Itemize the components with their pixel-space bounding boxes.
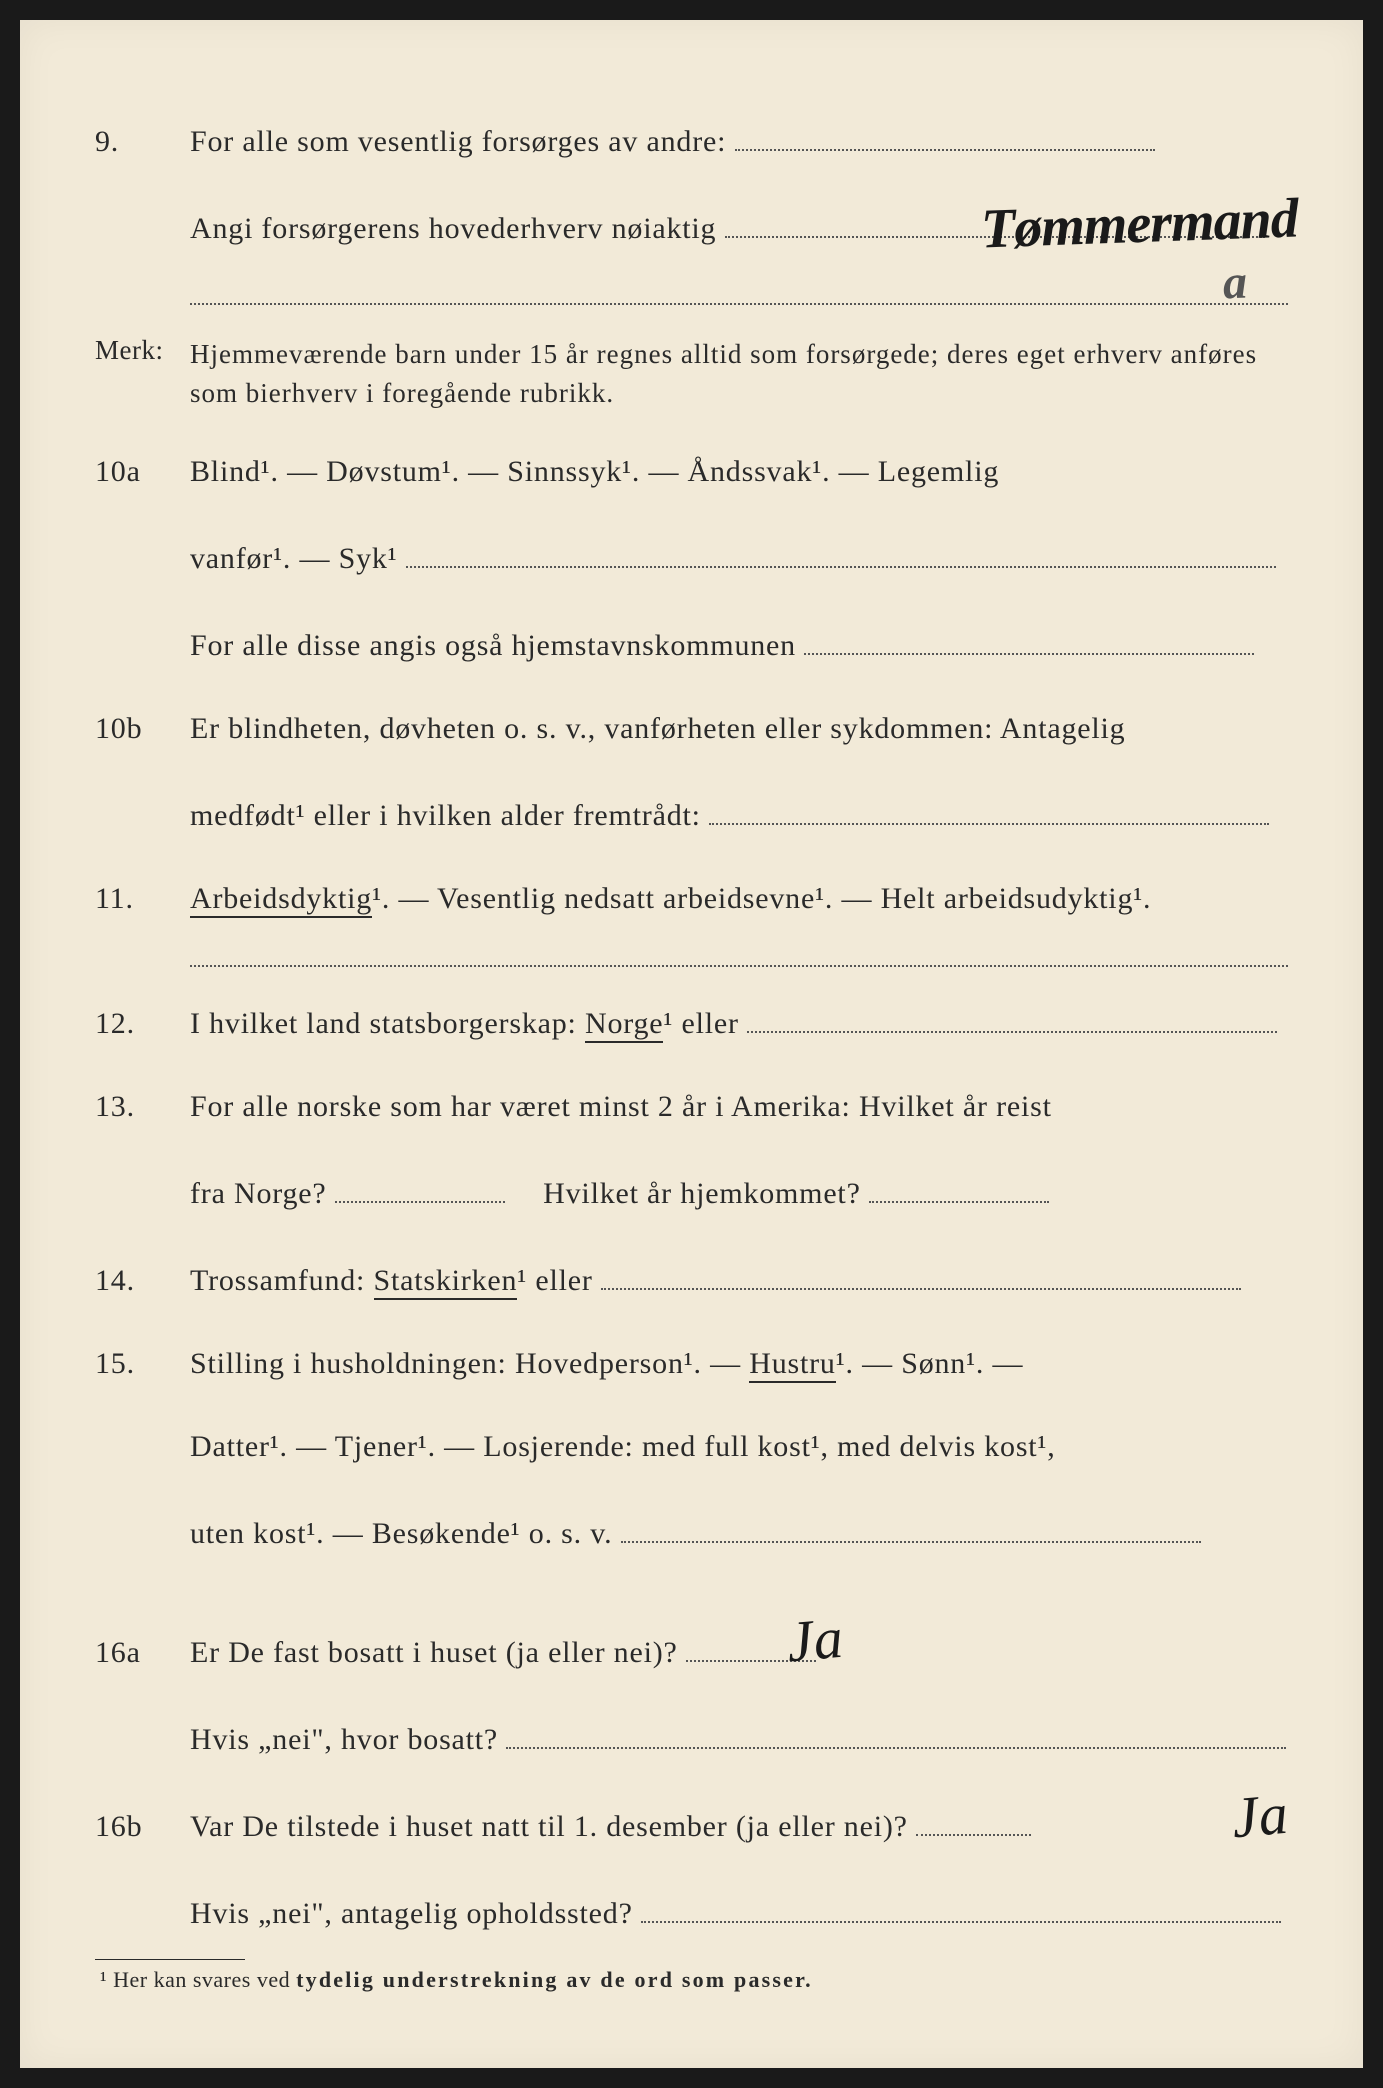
q16a-number: 16a (95, 1630, 190, 1675)
q10b-text2: medfødt¹ eller i hvilken alder fremtrådt… (190, 799, 701, 832)
q16b-content2: Hvis „nei", antagelig opholdssted? (190, 1887, 1288, 1936)
q10a-line2: vanfør¹. — Syk¹ (95, 532, 1288, 581)
q16a-text1: Er De fast bosatt i huset (ja eller nei)… (190, 1636, 686, 1669)
q16a-content1: Er De fast bosatt i huset (ja eller nei)… (190, 1626, 1288, 1675)
merk-text: Hjemmeværende barn under 15 år regnes al… (190, 335, 1288, 413)
q9-text2: Angi forsørgerens hovederhverv nøiaktig (190, 212, 716, 245)
q12-number: 12. (95, 1001, 190, 1046)
q16a-content2: Hvis „nei", hvor bosatt? (190, 1713, 1288, 1762)
q10b-number: 10b (95, 706, 190, 751)
q15-blank (621, 1507, 1201, 1543)
merk-label: Merk: (95, 335, 190, 413)
q16b-text2: Hvis „nei", antagelig opholdssted? (190, 1897, 633, 1930)
q15-line3: uten kost¹. — Besøkende¹ o. s. v. (95, 1507, 1288, 1556)
q16a-text2: Hvis „nei", hvor bosatt? (190, 1723, 498, 1756)
q10a-content3: For alle disse angis også hjemstavnskomm… (190, 619, 1288, 668)
q12-text-b: ¹ eller (663, 1007, 738, 1040)
q11-content: Arbeidsdyktig¹. — Vesentlig nedsatt arbe… (190, 876, 1288, 921)
q16b-handwritten-answer: Ja (1228, 1770, 1292, 1862)
q10a-text1: Blind¹. — Døvstum¹. — Sinnssyk¹. — Åndss… (190, 449, 1288, 494)
q9-blank1 (735, 115, 1155, 151)
q16a-line2: Hvis „nei", hvor bosatt? (95, 1713, 1288, 1762)
q11-line: 11. Arbeidsdyktig¹. — Vesentlig nedsatt … (95, 876, 1288, 921)
q10b-blank (709, 789, 1269, 825)
q15-number: 15. (95, 1341, 190, 1386)
q12-blank (747, 997, 1277, 1033)
q14-line: 14. Trossamfund: Statskirken¹ eller (95, 1254, 1288, 1303)
q16a-handwritten-answer: Ja (783, 1594, 847, 1686)
census-form-page: 9. For alle som vesentlig forsørges av a… (20, 20, 1363, 2068)
q13-line2: fra Norge? Hvilket år hjemkommet? (95, 1167, 1288, 1216)
q9-rule (190, 303, 1288, 305)
q16b-line1: 16b Var De tilstede i huset natt til 1. … (95, 1800, 1288, 1849)
q9-line1: 9. For alle som vesentlig forsørges av a… (95, 115, 1288, 164)
q14-blank (601, 1254, 1241, 1290)
q10b-line1: 10b Er blindheten, døvheten o. s. v., va… (95, 706, 1288, 751)
q9-content1: For alle som vesentlig forsørges av andr… (190, 115, 1288, 164)
q10a-text3: For alle disse angis også hjemstavnskomm… (190, 629, 796, 662)
q9-line2: Angi forsørgerens hovederhverv nøiaktig … (95, 202, 1288, 251)
q16b-line2: Hvis „nei", antagelig opholdssted? (95, 1887, 1288, 1936)
q10a-blank2 (804, 619, 1254, 655)
q14-content: Trossamfund: Statskirken¹ eller (190, 1254, 1288, 1303)
q15-text1a: Stilling i husholdningen: Hovedperson¹. … (190, 1347, 749, 1380)
q16b-text1: Var De tilstede i huset natt til 1. dese… (190, 1810, 908, 1843)
q16a-blank2 (506, 1713, 1286, 1749)
q9-content2: Angi forsørgerens hovederhverv nøiaktig … (190, 202, 1288, 251)
q13-blank2 (869, 1167, 1049, 1203)
q12-line: 12. I hvilket land statsborgerskap: Norg… (95, 997, 1288, 1046)
q11-number: 11. (95, 876, 190, 921)
q11-rest: ¹. — Vesentlig nedsatt arbeidsevne¹. — H… (372, 882, 1151, 915)
q10b-content2: medfødt¹ eller i hvilken alder fremtrådt… (190, 789, 1288, 838)
q14-text-b: ¹ eller (517, 1264, 592, 1297)
q10a-content2: vanfør¹. — Syk¹ (190, 532, 1288, 581)
q9-handwritten-mark: a (1222, 247, 1249, 320)
q12-text-a: I hvilket land statsborgerskap: (190, 1007, 585, 1040)
q16b-blank1 (916, 1800, 1031, 1836)
q13-blank1 (335, 1167, 505, 1203)
q11-selected-option: Arbeidsdyktig (190, 882, 372, 918)
q16b-number: 16b (95, 1804, 190, 1849)
q13-text2b: Hvilket år hjemkommet? (543, 1177, 861, 1210)
q15-selected-option: Hustru (749, 1347, 835, 1383)
q15-text2: Datter¹. — Tjener¹. — Losjerende: med fu… (190, 1424, 1288, 1469)
q13-line1: 13. For alle norske som har været minst … (95, 1084, 1288, 1129)
q9-handwritten-answer: Tømmermand (980, 176, 1299, 271)
q10b-text1: Er blindheten, døvheten o. s. v., vanfør… (190, 706, 1288, 751)
q14-selected-option: Statskirken (374, 1264, 518, 1300)
footnote-text-a: Her kan svares ved (113, 1967, 296, 1992)
footnote-marker: ¹ (100, 1967, 107, 1992)
q15-text1b: ¹. — Sønn¹. — (836, 1347, 1024, 1380)
q11-rule (190, 965, 1288, 967)
q16a-line1: 16a Er De fast bosatt i huset (ja eller … (95, 1626, 1288, 1675)
q14-number: 14. (95, 1258, 190, 1303)
merk-block: Merk: Hjemmeværende barn under 15 år reg… (95, 335, 1288, 413)
q15-line2: Datter¹. — Tjener¹. — Losjerende: med fu… (95, 1424, 1288, 1469)
q16b-blank2 (641, 1887, 1281, 1923)
q15-content1: Stilling i husholdningen: Hovedperson¹. … (190, 1341, 1288, 1386)
q15-line1: 15. Stilling i husholdningen: Hovedperso… (95, 1341, 1288, 1386)
q15-content3: uten kost¹. — Besøkende¹ o. s. v. (190, 1507, 1288, 1556)
q14-text-a: Trossamfund: (190, 1264, 374, 1297)
footnote-text-b: tydelig understrekning av de ord som pas… (296, 1967, 813, 1992)
q9-text1: For alle som vesentlig forsørges av andr… (190, 125, 735, 158)
footnote: ¹ Her kan svares ved tydelig understrekn… (100, 1967, 813, 1993)
q10a-blank1 (406, 532, 1276, 568)
q15-text3: uten kost¹. — Besøkende¹ o. s. v. (190, 1517, 612, 1550)
q13-text2a: fra Norge? (190, 1177, 327, 1210)
footnote-rule (95, 1959, 245, 1960)
q12-content: I hvilket land statsborgerskap: Norge¹ e… (190, 997, 1288, 1046)
q9-number: 9. (95, 119, 190, 164)
q13-content2: fra Norge? Hvilket år hjemkommet? (190, 1167, 1288, 1216)
q10a-text2: vanfør¹. — Syk¹ (190, 542, 397, 575)
q13-text1: For alle norske som har været minst 2 år… (190, 1084, 1288, 1129)
q13-number: 13. (95, 1084, 190, 1129)
q16b-content1: Var De tilstede i huset natt til 1. dese… (190, 1800, 1288, 1849)
q12-selected-option: Norge (585, 1007, 663, 1043)
q10a-number: 10a (95, 449, 190, 494)
q10a-line1: 10a Blind¹. — Døvstum¹. — Sinnssyk¹. — Å… (95, 449, 1288, 494)
q10a-line3: For alle disse angis også hjemstavnskomm… (95, 619, 1288, 668)
q10b-line2: medfødt¹ eller i hvilken alder fremtrådt… (95, 789, 1288, 838)
